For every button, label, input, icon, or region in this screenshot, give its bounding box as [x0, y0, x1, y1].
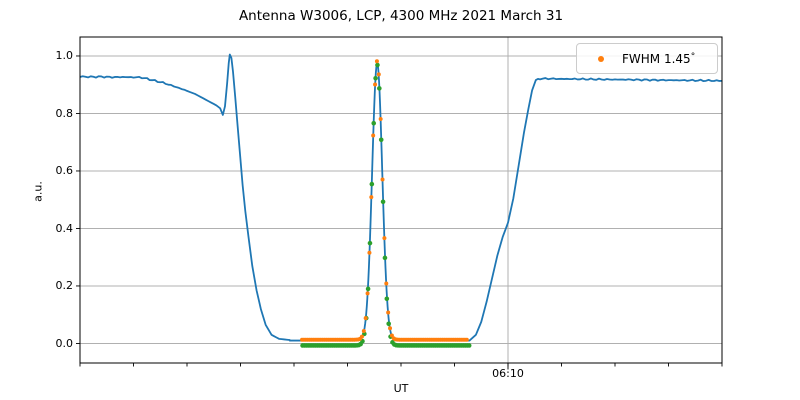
scan-marker: [375, 62, 380, 68]
gridlines: [80, 37, 722, 363]
scan-marker: [384, 296, 390, 302]
scan-marker: [376, 72, 381, 77]
scan-marker: [371, 120, 377, 126]
scan-marker: [363, 316, 368, 321]
scan-marker: [386, 321, 392, 327]
axis-ticks: [76, 55, 723, 370]
scan-marker: [365, 291, 370, 296]
scan-marker: [369, 195, 374, 200]
scan-marker: [380, 177, 385, 182]
y-tick-label-0.6: 0.6: [55, 164, 74, 178]
x-axis-label: UT: [393, 382, 409, 395]
scan-marker: [367, 240, 373, 246]
legend-marker-dot: [598, 55, 604, 62]
legend-label: FWHM 1.45: [622, 51, 691, 66]
scan-marker: [378, 137, 384, 143]
scan-marker: [371, 133, 376, 138]
scan-marker: [388, 326, 393, 331]
scan-marker: [374, 59, 379, 64]
data-markers-orange: [300, 59, 469, 342]
scan-marker: [361, 328, 366, 333]
x-tick-label-0610: 06:10: [492, 367, 524, 380]
degree-symbol: °: [690, 51, 696, 62]
y-tick-label-0.0: 0.0: [55, 336, 74, 350]
scan-marker: [380, 199, 386, 205]
y-tick-label-0.8: 0.8: [55, 106, 74, 120]
plot-border: [79, 36, 723, 364]
scan-marker: [382, 236, 387, 241]
scan-marker: [369, 181, 375, 187]
fit-markers-green: [300, 62, 472, 348]
scan-marker: [382, 255, 388, 261]
scan-marker: [365, 286, 371, 292]
y-tick-label-1.0: 1.0: [55, 49, 74, 63]
scan-marker: [373, 75, 378, 81]
y-axis-label: a.u.: [31, 181, 45, 202]
scan-marker: [384, 281, 389, 286]
scan-marker: [359, 334, 364, 339]
signal-line: [79, 53, 723, 342]
scan-marker: [378, 117, 383, 122]
scan-marker: [367, 250, 372, 255]
scan-marker: [377, 86, 382, 91]
scan-marker: [466, 343, 472, 348]
legend: FWHM 1.45°: [576, 43, 718, 74]
chart-title: Antenna W3006, LCP, 4300 MHz 2021 March …: [238, 8, 564, 24]
scan-marker: [373, 82, 378, 87]
scan-marker: [464, 337, 469, 342]
y-tick-label-0.2: 0.2: [55, 279, 74, 293]
scan-marker: [386, 310, 391, 315]
y-tick-label-0.4: 0.4: [55, 221, 74, 235]
scan-marker: [389, 333, 394, 338]
axes-frame: [79, 36, 723, 364]
